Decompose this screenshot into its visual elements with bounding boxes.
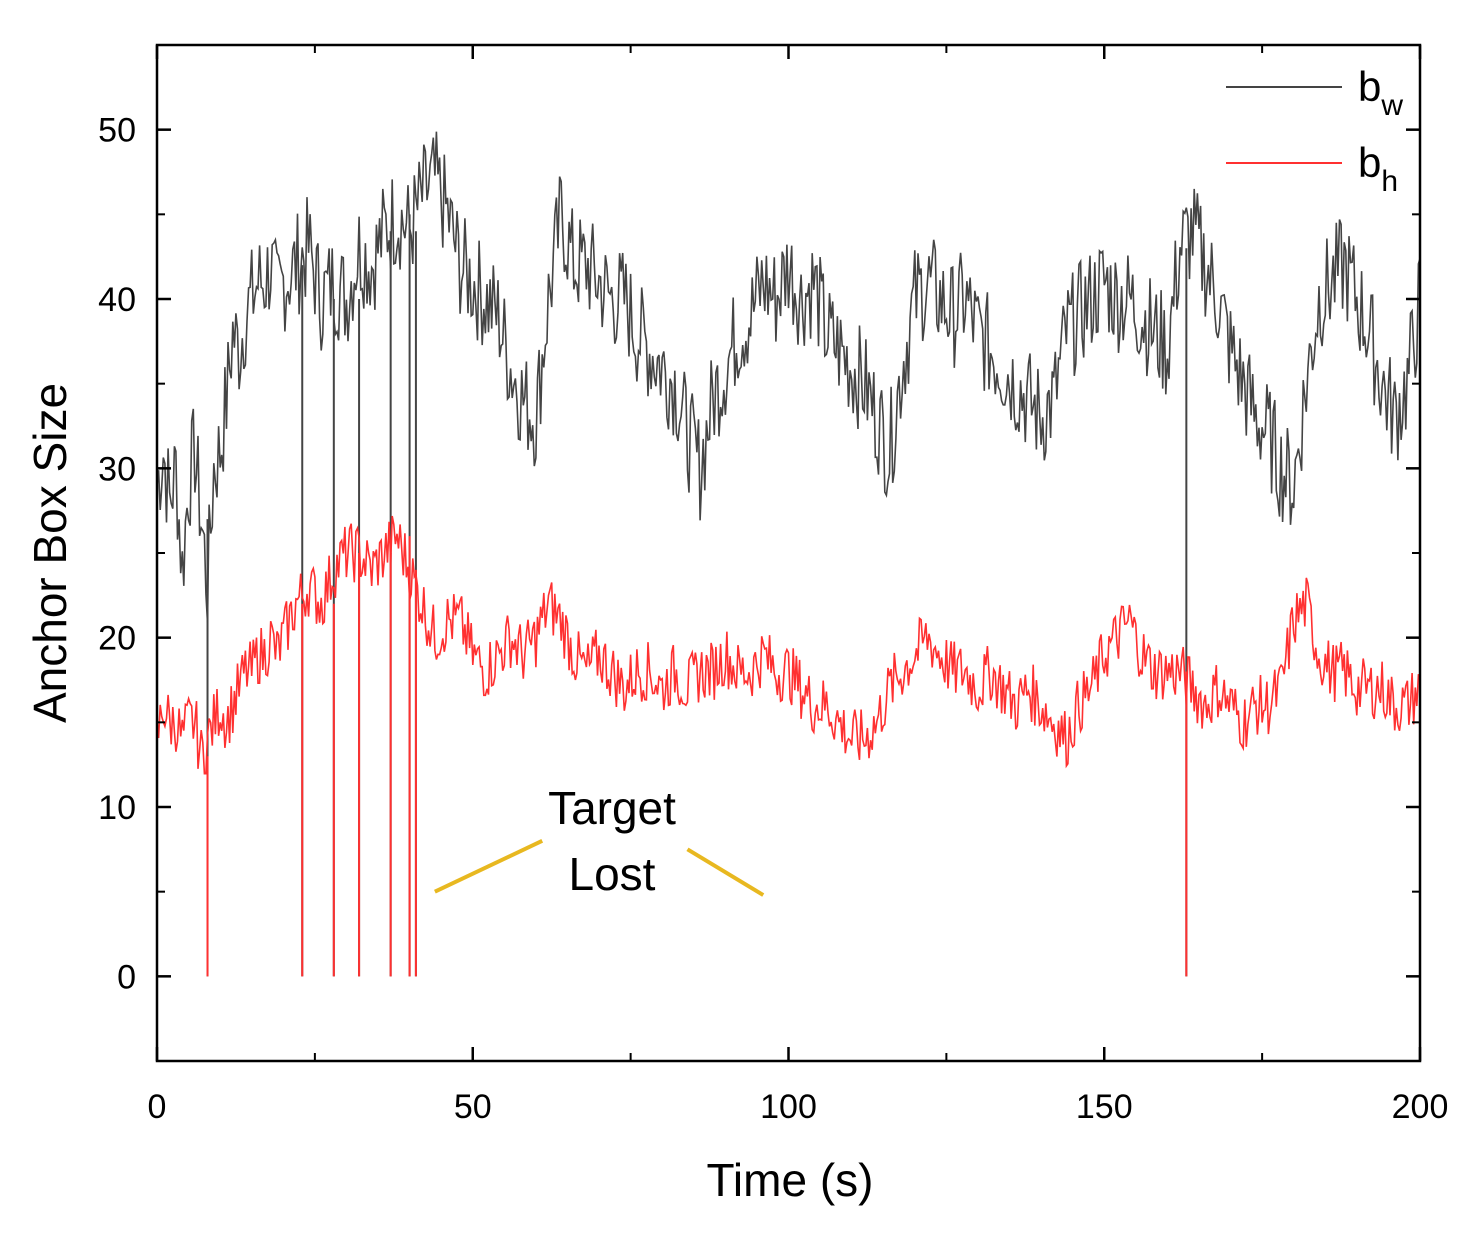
legend: bw bh [1226,63,1403,198]
x-tick-label: 200 [1392,1088,1449,1126]
x-axis-title: Time (s) [707,1154,874,1206]
annotation-arrow-left [434,839,544,894]
annotation-text-lost: Lost [569,848,656,900]
legend-label-h: bh [1358,139,1398,198]
plot-area [157,131,1420,977]
annotation-arrow-right [686,847,765,897]
legend-label-w: bw [1358,63,1403,122]
x-tick-label: 0 [148,1088,167,1126]
series-h [157,515,1420,977]
y-tick-label: 0 [117,958,136,996]
y-axis-title: Anchor Box Size [24,383,76,723]
x-tick-label: 100 [760,1088,817,1126]
x-tick-label: 50 [454,1088,492,1126]
y-tick-label: 40 [98,281,136,319]
annotation-text-target: Target [548,782,676,834]
y-tick-label: 20 [98,620,136,658]
series-line-w [157,131,1420,623]
series-line-h [157,515,1420,775]
annotation: Target Lost [434,782,765,900]
y-tick-label: 10 [98,789,136,827]
y-tick-label: 50 [98,112,136,150]
y-tick-label: 30 [98,450,136,488]
axes: 0 50 100 150 200 0 10 20 30 40 50 [98,43,1449,1126]
x-tick-label: 150 [1076,1088,1133,1126]
